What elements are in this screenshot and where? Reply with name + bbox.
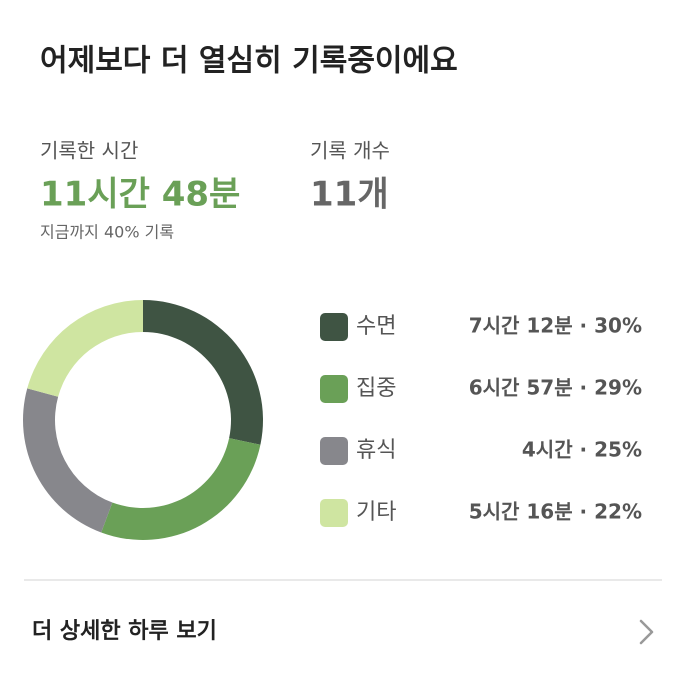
legend-swatch (320, 313, 348, 341)
donut-segment (101, 438, 261, 540)
stat-value: 11개 (310, 175, 389, 215)
detail-link[interactable]: 더 상세한 하루 보기 (24, 595, 662, 670)
value-label: 4시간 · 25% (522, 438, 642, 462)
legend-swatch (320, 375, 348, 403)
legend-label: 수면 (356, 314, 396, 339)
legend-swatch (320, 499, 348, 527)
legend-label: 기타 (356, 500, 396, 525)
link-text[interactable]: 더 상세한 하루 보기 (32, 619, 217, 644)
stat-value: 11시간 48분 (40, 175, 240, 215)
stat-note: 지금까지 40% 기록 (40, 223, 174, 242)
donut-chart (23, 300, 263, 540)
value-label: 7시간 12분 · 30% (469, 314, 642, 338)
value-label: 5시간 16분 · 22% (469, 500, 642, 524)
stat-label: 기록 개수 (310, 139, 390, 163)
chevron[interactable] (639, 619, 654, 645)
value-label: 6시간 57분 · 29% (469, 376, 642, 400)
title: 어제보다 더 열심히 기록중이에요 (40, 44, 458, 79)
donut-segment (23, 388, 113, 533)
donut-segment (143, 300, 263, 445)
legend-label: 휴식 (356, 438, 396, 463)
legend-swatch (320, 437, 348, 465)
legend-label: 집중 (356, 376, 396, 401)
donut-segment (27, 300, 144, 397)
legend: 수면 7시간 12분 · 30% 집중 6시간 57분 · 29% 휴식 4시간 · 25… (320, 313, 642, 527)
stat-label: 기록한 시간 (40, 139, 138, 163)
